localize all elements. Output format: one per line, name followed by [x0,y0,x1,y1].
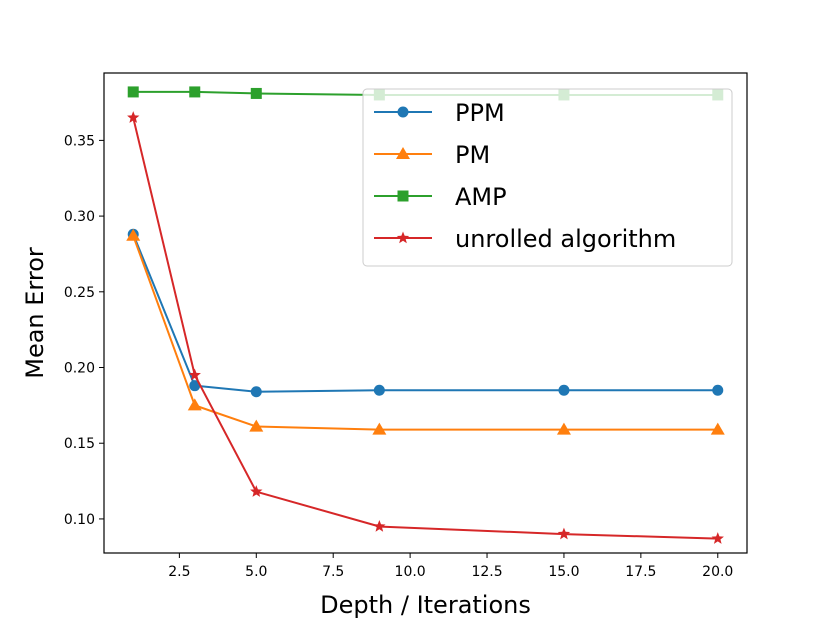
y-axis-label: Mean Error [21,247,49,379]
y-axis-ticks: 0.10 0.15 0.20 0.25 0.30 0.35 [64,133,104,528]
legend-label: PPM [455,99,505,127]
y-tick-label: 0.20 [64,361,95,377]
legend-item-unrolled-algorithm: unrolled algorithm [374,225,676,253]
series-pm [126,228,725,435]
data-point-amp [250,87,262,99]
legend-item-ppm: PPM [374,99,505,127]
data-point-unrolled-algorithm [188,368,201,381]
data-point-pm [372,422,387,435]
x-axis-ticks: 2.5 5.0 7.5 10.0 12.5 15.0 17.5 20.0 [168,553,733,580]
series-layer [126,86,725,544]
x-tick-label: 20.0 [702,564,733,580]
data-point-amp [127,86,139,98]
data-point-ppm [373,384,385,396]
data-point-pm [187,398,202,411]
data-point-ppm [250,386,262,398]
legend-label: unrolled algorithm [455,225,676,253]
data-point-unrolled-algorithm [711,532,724,544]
series-line-pm [132,235,718,431]
x-tick-label: 17.5 [625,564,656,580]
legend-marker [397,190,409,202]
x-tick-label: 15.0 [548,564,579,580]
data-point-pm [249,419,264,432]
data-point-ppm [712,384,724,396]
data-point-pm [126,228,141,241]
series-line-ppm [132,233,718,393]
legend-marker [396,231,410,244]
y-tick-label: 0.35 [64,133,95,149]
data-point-ppm [558,384,570,396]
series-unrolled-algorithm [127,111,724,544]
data-point-unrolled-algorithm [373,520,386,532]
data-point-ppm [189,380,201,392]
x-axis-label: Depth / Iterations [320,591,531,619]
y-tick-label: 0.15 [64,436,95,452]
legend-item-amp: AMP [374,183,507,211]
x-tick-label: 5.0 [245,564,267,580]
legend-marker [396,147,410,159]
legend-label: PM [455,141,490,169]
x-tick-label: 10.0 [395,564,426,580]
legend-marker [397,106,409,118]
y-tick-label: 0.25 [64,285,95,301]
y-tick-label: 0.10 [64,512,95,528]
legend-item-pm: PM [374,141,490,169]
legend: PPM PM AMP unrolled algorithm [362,88,733,267]
data-point-unrolled-algorithm [557,527,571,540]
data-point-pm [556,422,571,435]
x-tick-label: 2.5 [168,564,190,580]
data-point-pm [710,422,725,435]
data-point-amp [189,86,201,98]
data-point-unrolled-algorithm [250,485,263,497]
x-tick-label: 12.5 [471,564,502,580]
y-tick-label: 0.30 [64,209,95,225]
data-point-unrolled-algorithm [127,111,140,123]
legend-label: AMP [455,183,507,211]
legend-box [362,88,733,267]
x-tick-label: 7.5 [322,564,344,580]
series-line-unrolled-algorithm [132,117,718,540]
plot-frame [103,72,748,554]
